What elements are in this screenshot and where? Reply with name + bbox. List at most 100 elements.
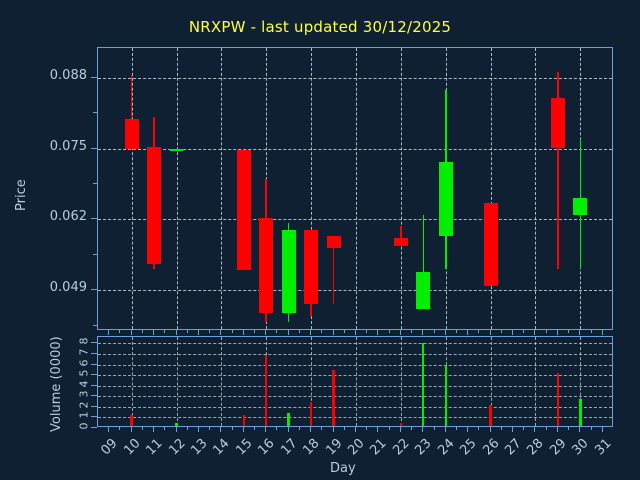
day-tick-price (512, 330, 514, 335)
volume-tick (91, 416, 97, 418)
day-tick-minor-volume (254, 427, 256, 430)
day-tick-price (377, 330, 379, 335)
volume-bar[interactable] (242, 415, 246, 426)
day-tick-minor-price (366, 330, 368, 333)
candle-body[interactable] (438, 162, 453, 236)
day-tick (377, 427, 379, 432)
candle-body[interactable] (326, 235, 341, 248)
day-tick-label: 10 (120, 436, 144, 459)
price-tick-minor (93, 218, 97, 220)
day-tick-label: 29 (547, 436, 570, 459)
price-tick-label: 0.088 (49, 67, 87, 83)
volume-tick (91, 342, 97, 344)
day-tick-minor-volume (186, 427, 188, 430)
day-tick-minor-price (523, 330, 525, 333)
candle-body[interactable] (393, 238, 408, 246)
candle-body[interactable] (169, 148, 184, 151)
volume-bar[interactable] (579, 399, 582, 426)
volume-gridline (98, 406, 612, 408)
day-tick-label: 28 (524, 436, 548, 459)
day-tick-price (287, 330, 289, 335)
price-tick-minor (93, 183, 97, 185)
day-tick-label: 25 (457, 436, 480, 459)
day-tick-label: 26 (479, 436, 503, 459)
volume-bar[interactable] (489, 404, 492, 426)
day-tick (108, 427, 110, 432)
price-gridline (98, 77, 612, 79)
volume-tick-label: 5 (77, 369, 91, 377)
volume-bar[interactable] (444, 364, 447, 426)
candle-body[interactable] (416, 272, 431, 310)
volume-bar[interactable] (130, 415, 133, 426)
candle-body[interactable] (236, 149, 251, 271)
day-gridline (221, 48, 223, 329)
candle-body[interactable] (304, 230, 319, 304)
day-gridline-volume (131, 337, 133, 426)
day-tick-price (579, 330, 581, 335)
day-tick (512, 427, 514, 432)
volume-bar[interactable] (332, 369, 335, 426)
day-tick (130, 427, 132, 432)
volume-tick (91, 395, 97, 397)
price-tick-minor (93, 289, 97, 291)
day-tick-minor-price (141, 330, 143, 333)
day-tick (579, 427, 581, 432)
day-tick (197, 427, 199, 432)
day-gridline-volume (580, 337, 582, 426)
candle-body[interactable] (573, 197, 588, 216)
day-tick-minor-volume (568, 427, 570, 430)
day-tick (332, 427, 334, 432)
day-gridline (176, 48, 178, 329)
day-tick-price (242, 330, 244, 335)
day-tick-minor-price (590, 330, 592, 333)
volume-bar[interactable] (309, 401, 313, 426)
day-tick-price (265, 330, 267, 335)
candle-body[interactable] (550, 98, 565, 148)
candle-body[interactable] (483, 203, 498, 286)
volume-bar[interactable] (287, 413, 290, 426)
day-tick-minor-price (478, 330, 480, 333)
day-tick (444, 427, 446, 432)
day-tick-minor-price (321, 330, 323, 333)
day-tick-label: 31 (592, 436, 615, 459)
day-gridline (490, 48, 492, 329)
day-tick-minor-volume (141, 427, 143, 430)
candle-body[interactable] (259, 218, 274, 314)
day-tick-minor-volume (164, 427, 166, 430)
day-tick-price (355, 330, 356, 335)
volume-tick-label: 2 (77, 401, 91, 409)
candle-wick (557, 72, 559, 270)
day-tick-label: 19 (322, 436, 346, 459)
volume-tick (91, 374, 97, 376)
volume-tick-label: 7 (77, 348, 91, 356)
day-tick-minor-volume (209, 427, 211, 430)
day-tick-label: 14 (210, 436, 233, 459)
candle-body[interactable] (124, 118, 139, 149)
day-tick-minor-price (231, 330, 233, 333)
day-tick-label: 18 (300, 436, 323, 459)
day-tick-minor-volume (523, 427, 525, 430)
volume-tick (91, 352, 97, 354)
day-tick (489, 427, 491, 432)
volume-bar[interactable] (556, 372, 560, 426)
day-tick-minor-volume (119, 427, 121, 430)
candle-wick (332, 235, 335, 304)
day-tick-price (332, 330, 334, 335)
day-tick-minor-price (164, 330, 166, 333)
day-gridline (356, 48, 357, 329)
day-tick-label: 15 (233, 436, 256, 459)
day-tick (601, 427, 603, 432)
day-tick-label: 11 (143, 436, 166, 459)
candle-body[interactable] (281, 230, 296, 314)
volume-bar[interactable] (175, 422, 178, 426)
volume-bar[interactable] (422, 343, 425, 426)
day-tick-label: 24 (435, 436, 458, 459)
volume-bar[interactable] (265, 354, 268, 426)
day-tick-price (108, 330, 110, 335)
day-tick-price (399, 330, 401, 335)
day-tick-minor-volume (321, 427, 323, 430)
candle-body[interactable] (147, 147, 162, 264)
price-gridline (98, 290, 612, 292)
volume-bar[interactable] (399, 422, 403, 426)
